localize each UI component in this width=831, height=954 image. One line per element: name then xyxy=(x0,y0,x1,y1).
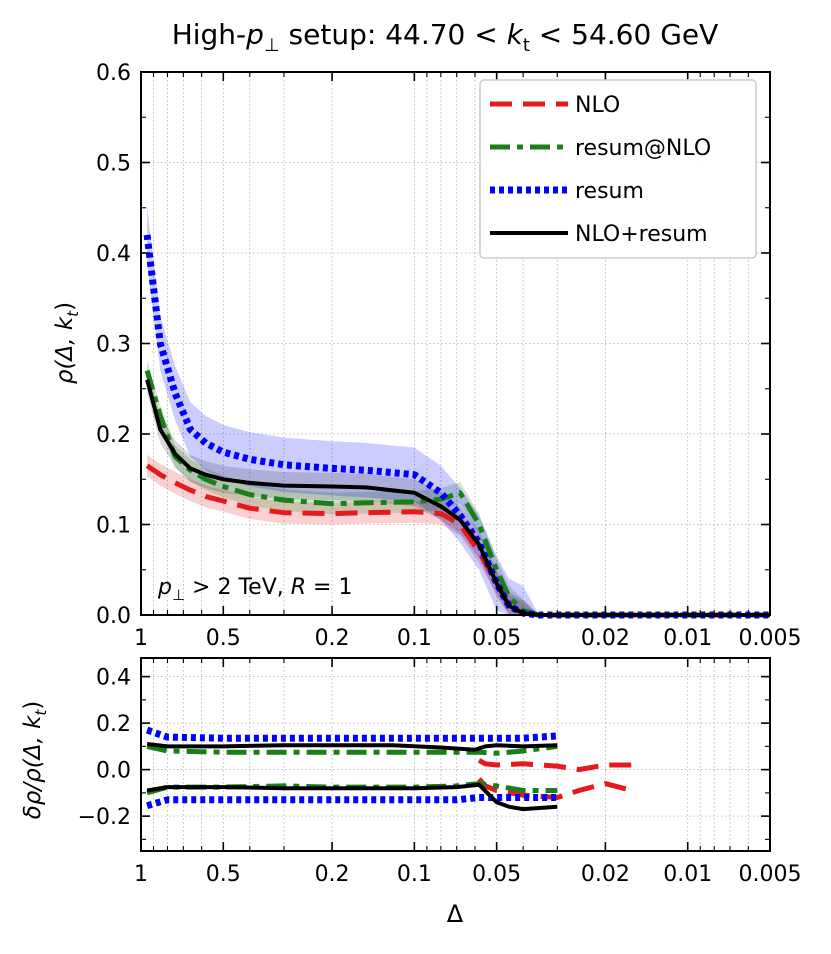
x-tick-label: 1 xyxy=(134,626,148,651)
ratio-plot-panel: 1 0.5 0.2 0.1 0.05 0.02 0.01 0.005 −0.2 0.0 0.2 0.… xyxy=(20,657,801,928)
y-tick-label: 0.0 xyxy=(96,759,131,784)
legend: NLO resum@NLO resum NLO+resum xyxy=(479,79,757,259)
legend-label-nlo-plus-resum: NLO+resum xyxy=(575,222,708,247)
x-tick-label: 0.01 xyxy=(663,626,712,651)
y-tick-label: 0.4 xyxy=(96,666,131,691)
x-tick-label: 0.1 xyxy=(397,862,432,887)
legend-box xyxy=(479,79,757,259)
line-resum xyxy=(143,234,770,619)
x-tick-label: 0.005 xyxy=(739,626,802,651)
main-plot-x-tick-labels: 1 0.5 0.2 0.1 0.05 0.02 0.01 0.005 xyxy=(134,626,801,651)
band-resum xyxy=(147,207,771,616)
y-tick-label: 0.3 xyxy=(96,333,131,358)
x-tick-label: 1 xyxy=(134,862,148,887)
ratio-plot-y-label: δρ/ρ(Δ, kt) xyxy=(20,701,50,820)
y-tick-label: 0.2 xyxy=(96,712,131,737)
x-tick-label: 0.005 xyxy=(739,862,802,887)
legend-label-resum-at-nlo: resum@NLO xyxy=(575,136,711,161)
y-tick-label: 0.4 xyxy=(96,242,131,267)
legend-label-nlo: NLO xyxy=(575,93,620,118)
x-tick-label: 0.02 xyxy=(581,862,630,887)
ratio-line-nlo-plus-resum-lower xyxy=(146,782,558,812)
y-tick-label: 0.0 xyxy=(96,604,131,629)
ratio-plot-y-tick-labels: −0.2 0.0 0.2 0.4 xyxy=(78,666,131,831)
ratio-plot-series xyxy=(145,726,633,812)
band-resum-at-nlo xyxy=(147,359,771,615)
ratio-plot-frame xyxy=(140,657,771,852)
main-plot-annotation: p⊥ > 2 TeV, R = 1 xyxy=(157,575,352,604)
x-tick-label: 0.2 xyxy=(315,626,350,651)
ratio-plot-x-label: Δ xyxy=(447,900,464,928)
ratio-line-resum-lower xyxy=(146,794,558,810)
x-tick-label: 0.02 xyxy=(581,626,630,651)
x-tick-label: 0.05 xyxy=(472,862,521,887)
y-tick-label: 0.2 xyxy=(96,423,131,448)
ratio-line-nlo-lower xyxy=(477,777,633,800)
ratio-plot-ticks xyxy=(140,658,771,851)
y-tick-label: 0.1 xyxy=(96,514,131,539)
ratio-plot-x-tick-labels: 1 0.5 0.2 0.1 0.05 0.02 0.01 0.005 xyxy=(134,862,801,887)
x-tick-label: 0.5 xyxy=(206,862,241,887)
ratio-line-resum-at-nlo-upper xyxy=(146,743,558,756)
band-nlo-plus-resum xyxy=(147,366,771,615)
chart-title: High-p⊥ setup: 44.70 < kt < 54.60 GeV xyxy=(172,18,719,56)
main-plot-panel: 1 0.5 0.2 0.1 0.05 0.02 0.01 0.005 0.0 0.1 0.2 0.3… xyxy=(52,61,801,651)
legend-label-resum: resum xyxy=(575,179,644,204)
main-plot-uncertainty-bands xyxy=(147,207,771,616)
ratio-line-nlo-upper xyxy=(477,758,632,773)
x-tick-label: 0.01 xyxy=(663,862,712,887)
x-tick-label: 0.1 xyxy=(397,626,432,651)
x-tick-label: 0.5 xyxy=(206,626,241,651)
x-tick-label: 0.05 xyxy=(472,626,521,651)
ratio-line-resum-upper xyxy=(145,726,558,742)
y-tick-label: 0.6 xyxy=(96,61,131,86)
main-plot-y-label: ρ(Δ, kt) xyxy=(52,302,82,384)
ratio-line-nlo-plus-resum-upper xyxy=(146,742,558,752)
x-tick-label: 0.2 xyxy=(315,862,350,887)
main-plot-ticks xyxy=(140,71,771,616)
main-plot-y-tick-labels: 0.0 0.1 0.2 0.3 0.4 0.5 0.6 xyxy=(96,61,131,629)
y-tick-label: −0.2 xyxy=(78,805,131,830)
y-tick-label: 0.5 xyxy=(96,152,131,177)
main-plot-series xyxy=(143,234,770,619)
